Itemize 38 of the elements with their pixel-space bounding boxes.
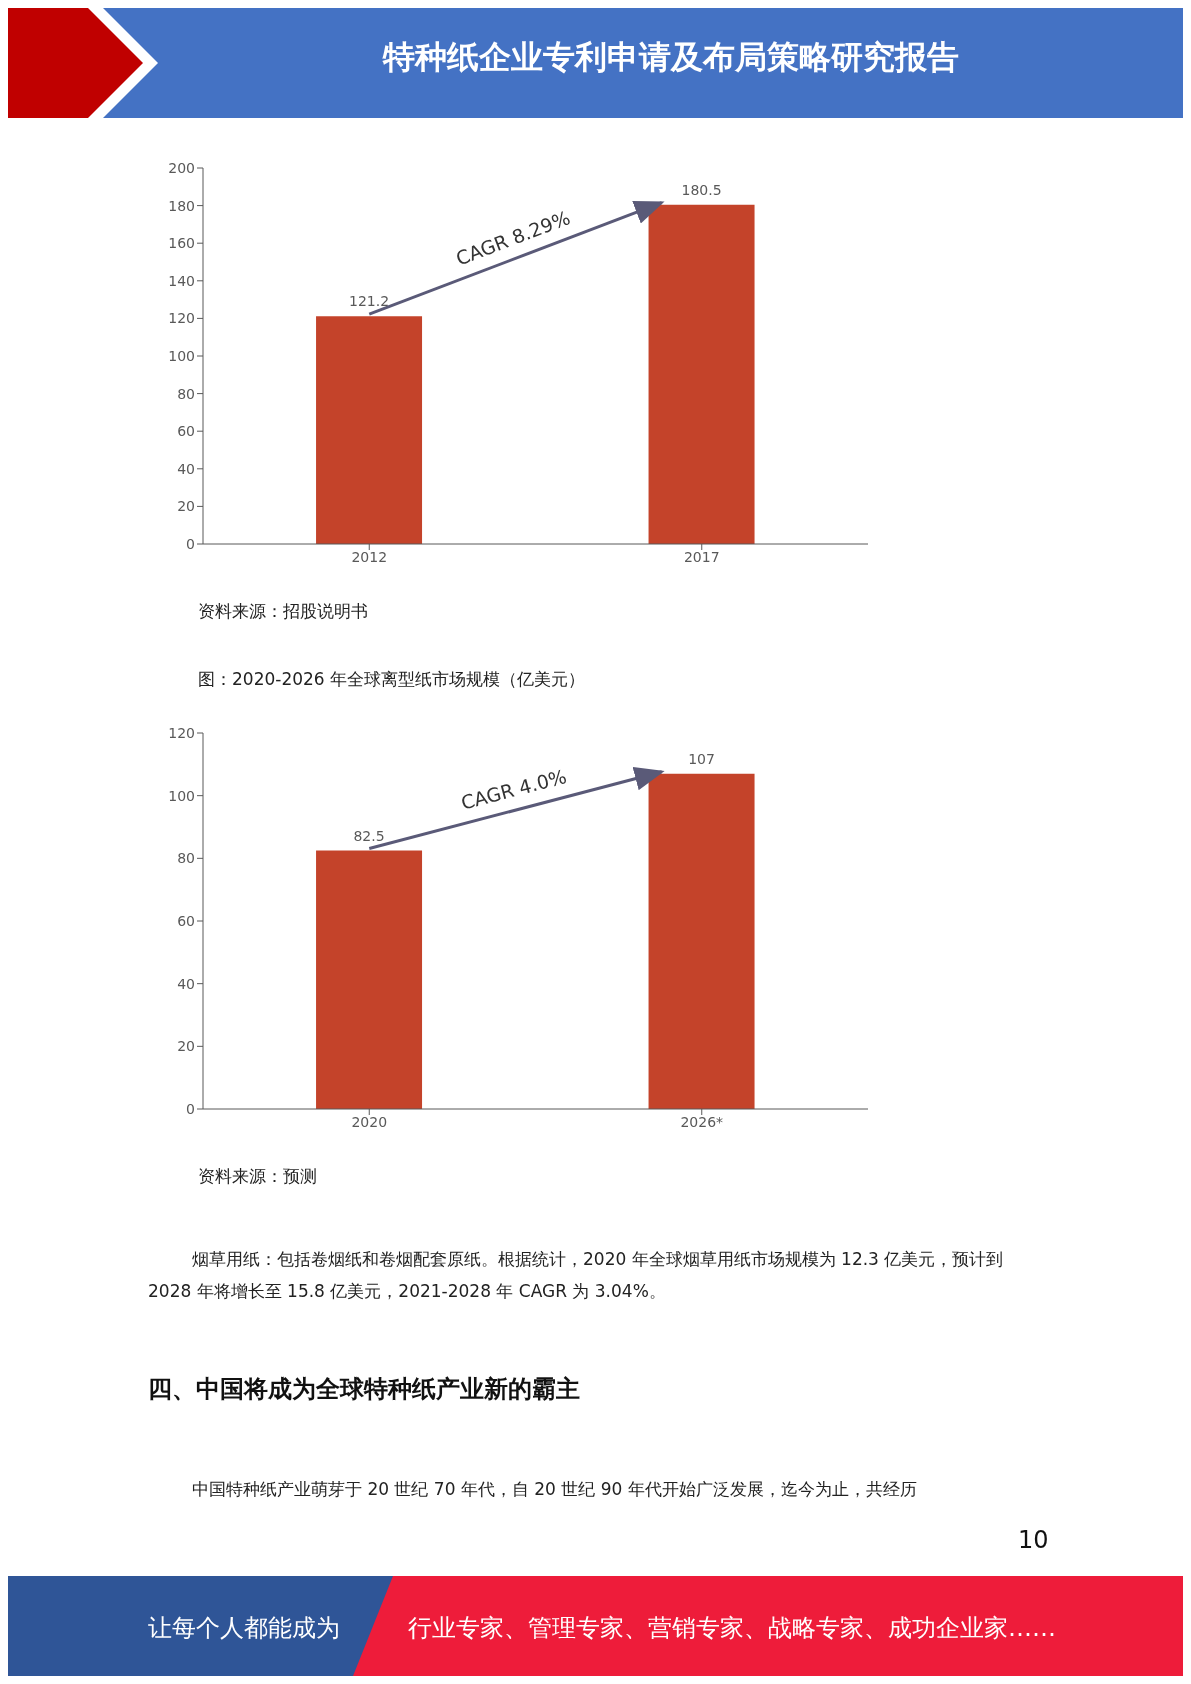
y-tick-label: 20 — [177, 498, 195, 515]
text: 中国特种纸产业萌芽于 20 世纪 70 年代，自 20 世纪 90 年代开始广泛发展，迄今为止，共经历 — [191, 1478, 918, 1501]
y-tick-label: 120 — [168, 310, 195, 327]
data-label: 107 — [688, 750, 715, 767]
text: 资料来源：预测 — [198, 1165, 318, 1188]
annotation: CAGR 4.0% — [458, 764, 569, 814]
y-tick-label: 20 — [177, 1038, 195, 1055]
x-tick-label: 2020 — [351, 1113, 388, 1130]
x-tick-label: 2012 — [351, 548, 388, 565]
text: 特种纸企业专利申请及布局策略研究报告 — [381, 37, 960, 78]
chart-title: 图：2020-2026 年全球离型纸市场规模（亿美元） — [198, 668, 587, 691]
y-tick-label: 0 — [186, 1100, 195, 1117]
y-tick-label: 60 — [177, 423, 195, 440]
y-tick-label: 180 — [168, 197, 195, 214]
y-tick-label: 40 — [177, 460, 195, 477]
text: 行业专家、管理专家、营销专家、战略专家、成功企业家…… — [408, 1613, 1056, 1644]
y-tick-label: 0 — [186, 535, 195, 552]
text: 资料来源：招股说明书 — [198, 600, 369, 623]
text: 烟草用纸：包括卷烟纸和卷烟配套原纸。根据统计，2020 年全球烟草用纸市场规模为 12.3 亿美元，预计到 2028 年将增长至 15.8 亿美元，2021-2028 年 CAGR 为 3.04%。 — [148, 1248, 1005, 1303]
text: 四、中国将成为全球特种纸产业新的霸主 — [148, 1374, 580, 1405]
y-tick-label: 120 — [168, 724, 195, 741]
data-label: 121.2 — [349, 293, 390, 310]
data-label: 82.5 — [353, 827, 385, 844]
x-tick-label: 2017 — [683, 548, 720, 565]
y-tick-label: 80 — [177, 850, 195, 867]
y-tick-label: 60 — [177, 912, 195, 929]
y-tick-label: 100 — [168, 787, 195, 804]
y-tick-label: 40 — [177, 975, 195, 992]
y-tick-label: 140 — [168, 272, 195, 289]
y-tick-label: 80 — [177, 385, 195, 402]
y-tick-label: 160 — [168, 235, 195, 252]
x-tick-label: 2026* — [680, 1113, 724, 1130]
y-tick-label: 100 — [168, 347, 195, 364]
text: 10 — [1018, 1526, 1049, 1554]
text: 让每个人都能成为 — [148, 1613, 340, 1644]
data-label: 180.5 — [681, 181, 722, 198]
y-tick-label: 200 — [168, 159, 195, 176]
annotation: CAGR 8.29% — [452, 206, 574, 270]
